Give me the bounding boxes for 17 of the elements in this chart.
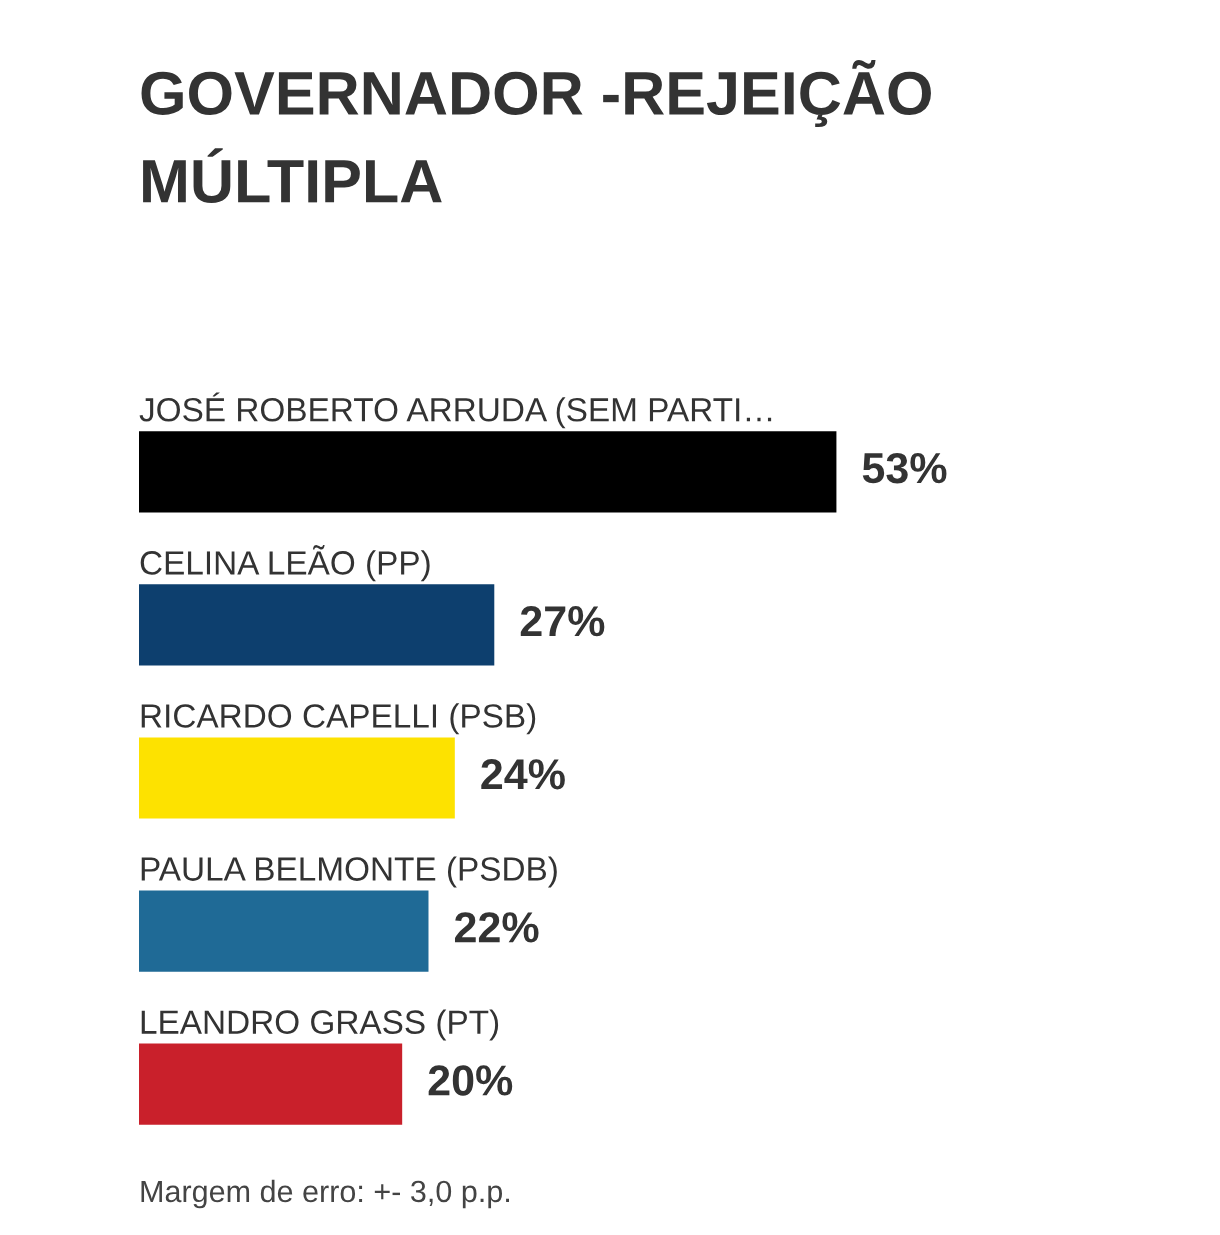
bar	[139, 584, 495, 666]
bar	[139, 737, 455, 819]
y-tick-label: CELINA LEÃO (PP)	[140, 545, 430, 582]
data-label: 22%	[454, 912, 539, 943]
y-tick-label: JOSÉ ROBERTO ARRUDA (SEM PARTI…	[139, 392, 772, 429]
y-tick-label: RICARDO CAPELLI (PSB)	[141, 703, 536, 735]
text: Margem de erro: +- 3,0 p.p.	[141, 1179, 509, 1209]
data-label: 20%	[428, 1065, 513, 1096]
data-label: 24%	[481, 759, 565, 790]
y-tick-label: PAULA BELMONTE (PSDB)	[141, 856, 557, 888]
data-label: 27%	[520, 605, 605, 637]
y-tick-label: LEANDRO GRASS (PT)	[141, 1009, 499, 1041]
bar	[139, 431, 837, 513]
bar	[139, 890, 429, 972]
chart-title: GOVERNADOR -REJEIÇÃO MÚLTIPLA	[141, 60, 931, 203]
data-label: 53%	[862, 452, 947, 484]
bar	[139, 1043, 403, 1125]
